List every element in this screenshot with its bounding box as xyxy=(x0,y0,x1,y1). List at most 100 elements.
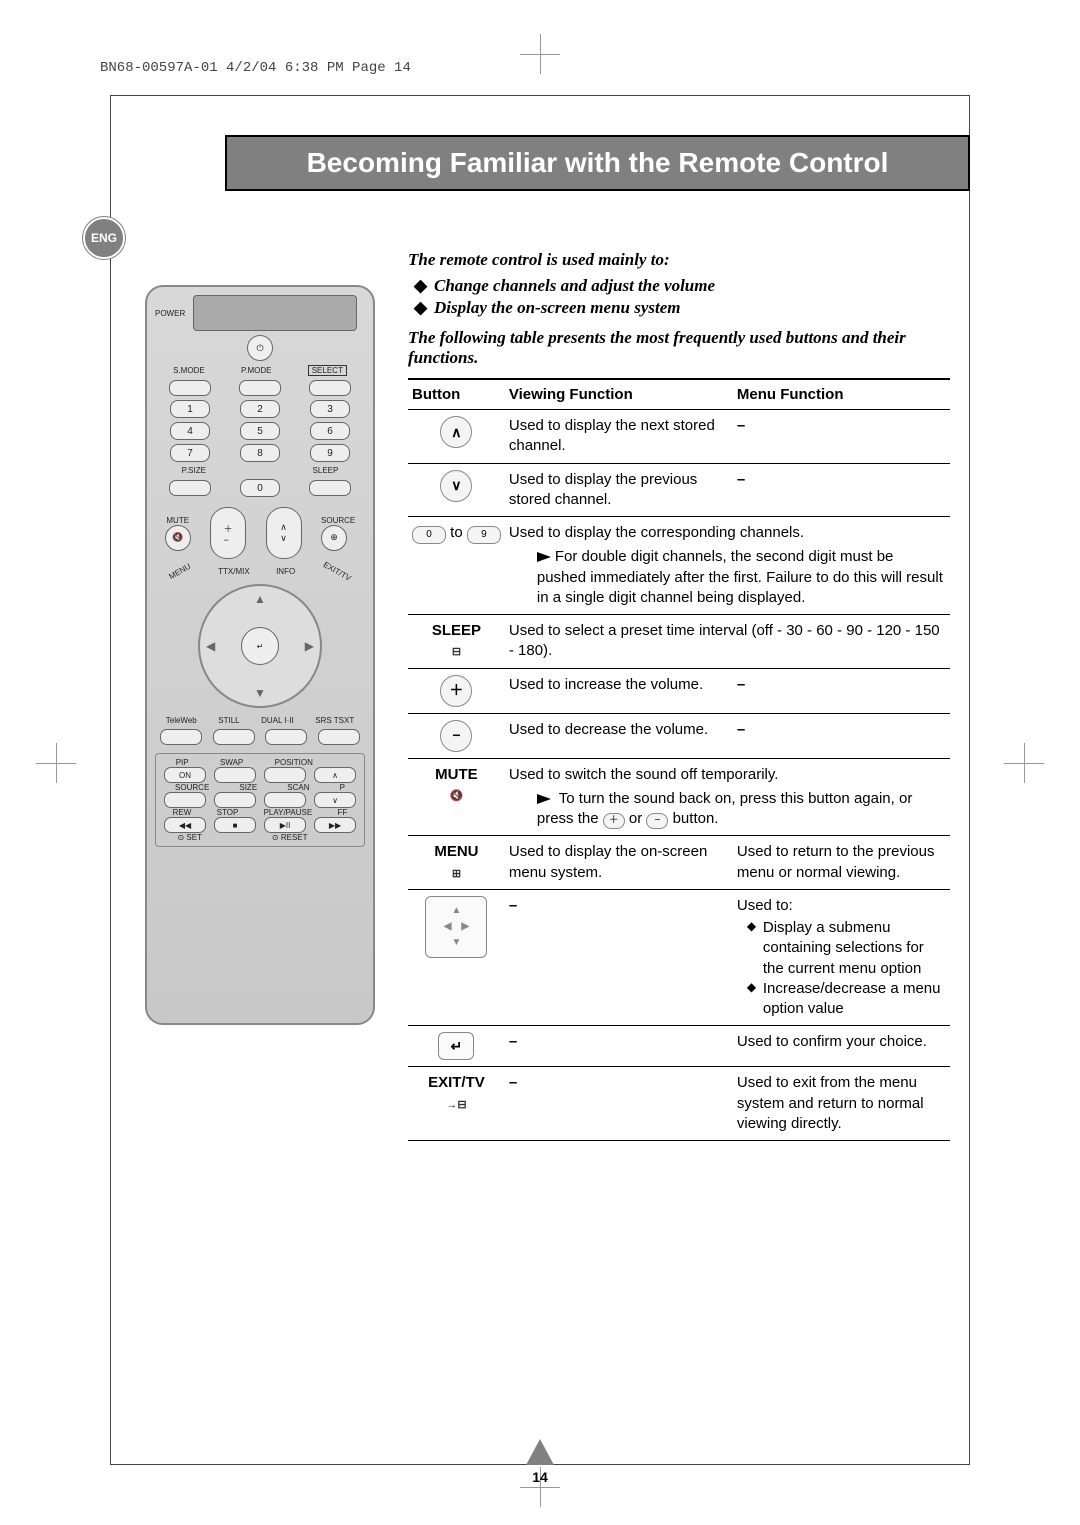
vol-minus-inline-icon: − xyxy=(646,813,668,829)
remote-lbl: REW xyxy=(173,808,192,817)
mute-viewing: Used to switch the sound off temporarily… xyxy=(509,766,779,783)
mute-note-suffix: button. xyxy=(673,810,719,827)
power-icon: ⏻ xyxy=(247,335,273,361)
sleep-label: SLEEP xyxy=(432,622,481,639)
digits-viewing: Used to display the corresponding channe… xyxy=(509,524,804,541)
viewing-text: Used to increase the volume. xyxy=(505,668,733,713)
remote-smode-label: S.MODE xyxy=(173,366,205,375)
sleep-icon: ⊟ xyxy=(452,646,461,658)
remote-select-label: SELECT xyxy=(308,365,347,376)
remote-digit: 1 xyxy=(170,400,210,418)
remote-digit: 9 xyxy=(310,444,350,462)
dpad-menu-item: Display a submenu containing selections … xyxy=(751,918,946,979)
remote-digit: 5 xyxy=(240,422,280,440)
digit-9-icon: 9 xyxy=(467,526,501,544)
remote-lbl: POSITION xyxy=(275,758,313,767)
remote-lbl: ⊙ RESET xyxy=(272,833,308,842)
viewing-text: Used to display the on-screen menu syste… xyxy=(505,836,733,890)
table-row: ↵ – Used to confirm your choice. xyxy=(408,1026,950,1067)
menu-text: Used to return to the previous menu or n… xyxy=(733,836,950,890)
viewing-text: – xyxy=(505,1026,733,1067)
mute-note-prefix: To turn the sound back on, press this bu… xyxy=(537,790,912,827)
menu-text: Used to exit from the menu system and re… xyxy=(733,1067,950,1141)
remote-lbl: STOP xyxy=(217,808,239,817)
remote-illustration: POWER ⏻ S.MODE P.MODE SELECT 123 456 789… xyxy=(145,285,375,1025)
remote-digit: 3 xyxy=(310,400,350,418)
remote-still: STILL xyxy=(218,716,239,725)
remote-lbl: ⊙ SET xyxy=(177,833,201,842)
page-title: Becoming Familiar with the Remote Contro… xyxy=(247,147,948,179)
page-number: 14 xyxy=(532,1469,548,1485)
table-row: EXIT/TV →⊟ – Used to exit from the menu … xyxy=(408,1067,950,1141)
dpad-menu-intro: Used to: xyxy=(737,897,793,914)
table-row: − Used to decrease the volume. – xyxy=(408,713,950,758)
page: BN68-00597A-01 4/2/04 6:38 PM Page 14 Be… xyxy=(0,0,1080,1525)
remote-lbl: P xyxy=(340,783,345,792)
content-column: The remote control is used mainly to: Ch… xyxy=(408,250,950,1141)
remote-lbl: SWAP xyxy=(220,758,243,767)
mute-label: MUTE xyxy=(435,766,478,783)
remote-psize-label: P.SIZE xyxy=(182,466,206,475)
menu-label: MENU xyxy=(434,843,478,860)
remote-digit: 4 xyxy=(170,422,210,440)
menu-text: – xyxy=(733,463,950,517)
viewing-text: Used to display the corresponding channe… xyxy=(505,517,950,615)
dpad-icon xyxy=(425,896,487,958)
remote-lbl: PLAY/PAUSE xyxy=(264,808,313,817)
remote-teleweb: TeleWeb xyxy=(166,716,197,725)
dpad-menu-list: Display a submenu containing selections … xyxy=(737,918,946,1019)
table-row: MUTE 🔇 Used to switch the sound off temp… xyxy=(408,758,950,836)
doc-header: BN68-00597A-01 4/2/04 6:38 PM Page 14 xyxy=(100,60,411,76)
remote-srs: SRS TSXT xyxy=(315,716,354,725)
intro-item: Display the on-screen menu system xyxy=(434,298,950,318)
menu-text: Used to confirm your choice. xyxy=(733,1026,950,1067)
vol-plus-inline-icon: ＋ xyxy=(603,813,625,829)
channel-down-icon: ∨ xyxy=(440,470,472,502)
digits-note: For double digit channels, the second di… xyxy=(537,548,943,606)
viewing-text: Used to display the previous stored chan… xyxy=(505,463,733,517)
crop-mark-top xyxy=(520,34,560,74)
viewing-text: Used to switch the sound off temporarily… xyxy=(505,758,950,836)
viewing-text: – xyxy=(505,889,733,1026)
th-viewing: Viewing Function xyxy=(505,379,733,410)
viewing-text: Used to select a preset time interval (o… xyxy=(505,615,950,669)
th-button: Button xyxy=(408,379,505,410)
viewing-text: – xyxy=(505,1067,733,1141)
remote-lbl: SOURCE xyxy=(175,783,209,792)
exit-icon: →⊟ xyxy=(446,1099,466,1111)
remote-lbl: SIZE xyxy=(239,783,257,792)
note-arrow-icon xyxy=(537,552,551,562)
th-menu: Menu Function xyxy=(733,379,950,410)
menu-text: – xyxy=(733,668,950,713)
exit-label: EXIT/TV xyxy=(428,1074,485,1091)
note-arrow-icon xyxy=(537,794,551,804)
digit-sep: to xyxy=(446,524,467,541)
function-table: Button Viewing Function Menu Function ∧ … xyxy=(408,378,950,1141)
remote-exit-label: EXIT/TV xyxy=(321,560,352,583)
remote-source-label: SOURCE xyxy=(321,516,355,525)
table-row: 0 to 9 Used to display the corresponding… xyxy=(408,517,950,615)
remote-dpad: ▲ ▼ ◀ ▶ ↵ xyxy=(198,584,322,708)
table-row: – Used to: Display a submenu containing … xyxy=(408,889,950,1026)
remote-digit: 8 xyxy=(240,444,280,462)
page-pointer-icon xyxy=(526,1439,554,1465)
remote-dual: DUAL I·II xyxy=(261,716,294,725)
lang-badge-text: ENG xyxy=(83,217,125,259)
table-row: ∧ Used to display the next stored channe… xyxy=(408,410,950,464)
menu-text: Used to: Display a submenu containing se… xyxy=(733,889,950,1026)
intro-list: Change channels and adjust the volume Di… xyxy=(408,276,950,318)
table-row: ＋ Used to increase the volume. – xyxy=(408,668,950,713)
intro-item: Change channels and adjust the volume xyxy=(434,276,950,296)
channel-up-icon: ∧ xyxy=(440,416,472,448)
remote-lbl: SCAN xyxy=(287,783,309,792)
menu-text: – xyxy=(733,410,950,464)
remote-lbl: ON xyxy=(164,767,206,783)
volume-up-icon: ＋ xyxy=(440,675,472,707)
remote-info-label: INFO xyxy=(276,567,295,576)
intro-title: The remote control is used mainly to: xyxy=(408,250,950,270)
lang-badge: ENG xyxy=(82,216,126,260)
remote-mute-label: MUTE xyxy=(166,516,189,525)
title-box: Becoming Familiar with the Remote Contro… xyxy=(225,135,970,191)
viewing-text: Used to decrease the volume. xyxy=(505,713,733,758)
intro-sub: The following table presents the most fr… xyxy=(408,328,950,368)
